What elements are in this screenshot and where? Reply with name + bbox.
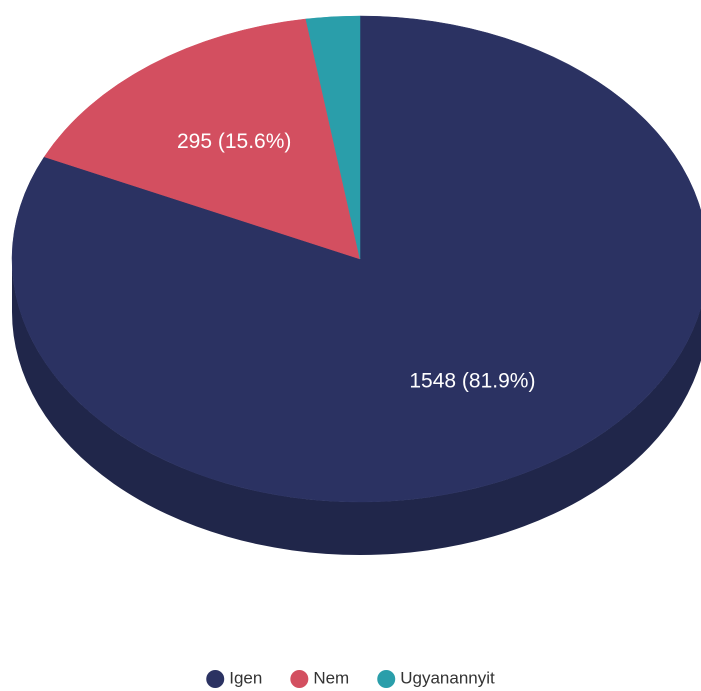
data-label: 1548 (81.9%) <box>409 369 535 392</box>
pie-slice-side <box>12 259 701 555</box>
legend-marker <box>290 670 309 688</box>
pie-slice <box>11 15 701 503</box>
data-label: 295 (15.6%) <box>177 130 291 153</box>
legend-label: Ugyanannyit <box>400 668 495 687</box>
legend-label: Nem <box>313 668 349 687</box>
legend-marker <box>206 670 225 688</box>
legend-label: Igen <box>229 668 262 687</box>
pie-slice <box>43 18 361 260</box>
legend-marker <box>377 670 396 688</box>
pie-slice <box>305 15 361 260</box>
